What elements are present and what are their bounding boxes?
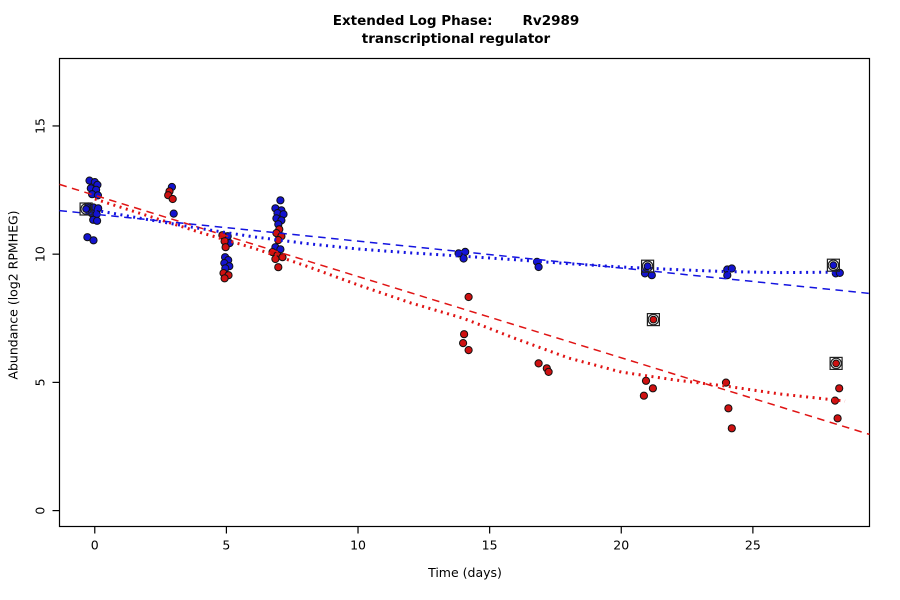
red-series-flagged-point (832, 359, 840, 368)
red-series-point (464, 292, 473, 302)
plot-box (58, 57, 871, 528)
x-axis-tick-label: 25 (745, 538, 761, 553)
plot-title: Extended Log Phase: Rv2989 transcriptiona… (0, 12, 900, 48)
red-linear-fit-line (59, 183, 870, 436)
red-series-flag-circle-icon (647, 313, 660, 326)
blue-series-flag-square-icon (826, 258, 841, 272)
blue-series-point (89, 236, 98, 245)
plot-title-gene: Rv2989 (522, 13, 580, 29)
red-series-point (544, 367, 553, 376)
x-axis-tick-label: 10 (350, 538, 366, 553)
red-series-point (534, 359, 543, 368)
blue-series-flagged-point (829, 261, 838, 270)
y-axis-tick-label: 5 (33, 378, 48, 386)
blue-series-flag-circle-icon (641, 260, 654, 272)
red-series-point (459, 339, 468, 348)
red-series-point (641, 376, 651, 385)
blue-smooth-fit-line (94, 208, 846, 275)
y-axis-tick-label: 15 (33, 118, 48, 134)
red-series-flag-square-icon (829, 356, 843, 370)
red-series-point (221, 243, 230, 252)
blue-series-point (169, 209, 178, 218)
red-series-point (835, 384, 844, 393)
red-series-flagged-point (649, 315, 658, 324)
red-series-flag-square-icon (646, 313, 661, 327)
red-series-point (220, 274, 229, 283)
blue-linear-fit-line (59, 209, 870, 295)
blue-series-point (276, 196, 285, 205)
red-series-point (724, 404, 733, 413)
red-series-point (639, 391, 649, 400)
plot-title-text: Extended Log Phase: (332, 13, 493, 29)
x-axis-tick-label: 5 (222, 538, 230, 553)
blue-series-flagged-point (82, 205, 90, 213)
plot-title-line1: Extended Log Phase: Rv2989 (0, 12, 900, 30)
blue-series-point (93, 216, 102, 225)
x-axis-tick-label: 20 (613, 538, 629, 553)
plot-subtitle: transcriptional regulator (361, 31, 551, 47)
x-axis-tick-label: 0 (91, 538, 99, 553)
blue-series-flag-square-icon (79, 202, 93, 216)
red-series-flag-circle-icon (830, 357, 842, 370)
blue-series-point (723, 271, 732, 280)
red-series-point (727, 424, 736, 433)
x-axis-label: Time (days) (428, 565, 502, 580)
red-series-point (168, 194, 177, 204)
blue-series-flagged-point (643, 262, 652, 271)
red-series-point (274, 263, 283, 272)
blue-series-flag-circle-icon (80, 203, 92, 215)
y-axis-tick-label: 0 (33, 507, 48, 515)
red-series-point (464, 346, 473, 355)
blue-series-point (647, 271, 656, 280)
x-axis-tick-label: 15 (482, 538, 498, 553)
y-axis-tick-label: 10 (33, 246, 48, 262)
blue-series-point (534, 262, 543, 272)
red-series-point (460, 330, 469, 339)
blue-series-flag-square-icon (640, 259, 655, 273)
red-series-point (833, 414, 842, 423)
blue-series-flag-circle-icon (827, 259, 840, 271)
red-series-point (648, 384, 658, 393)
